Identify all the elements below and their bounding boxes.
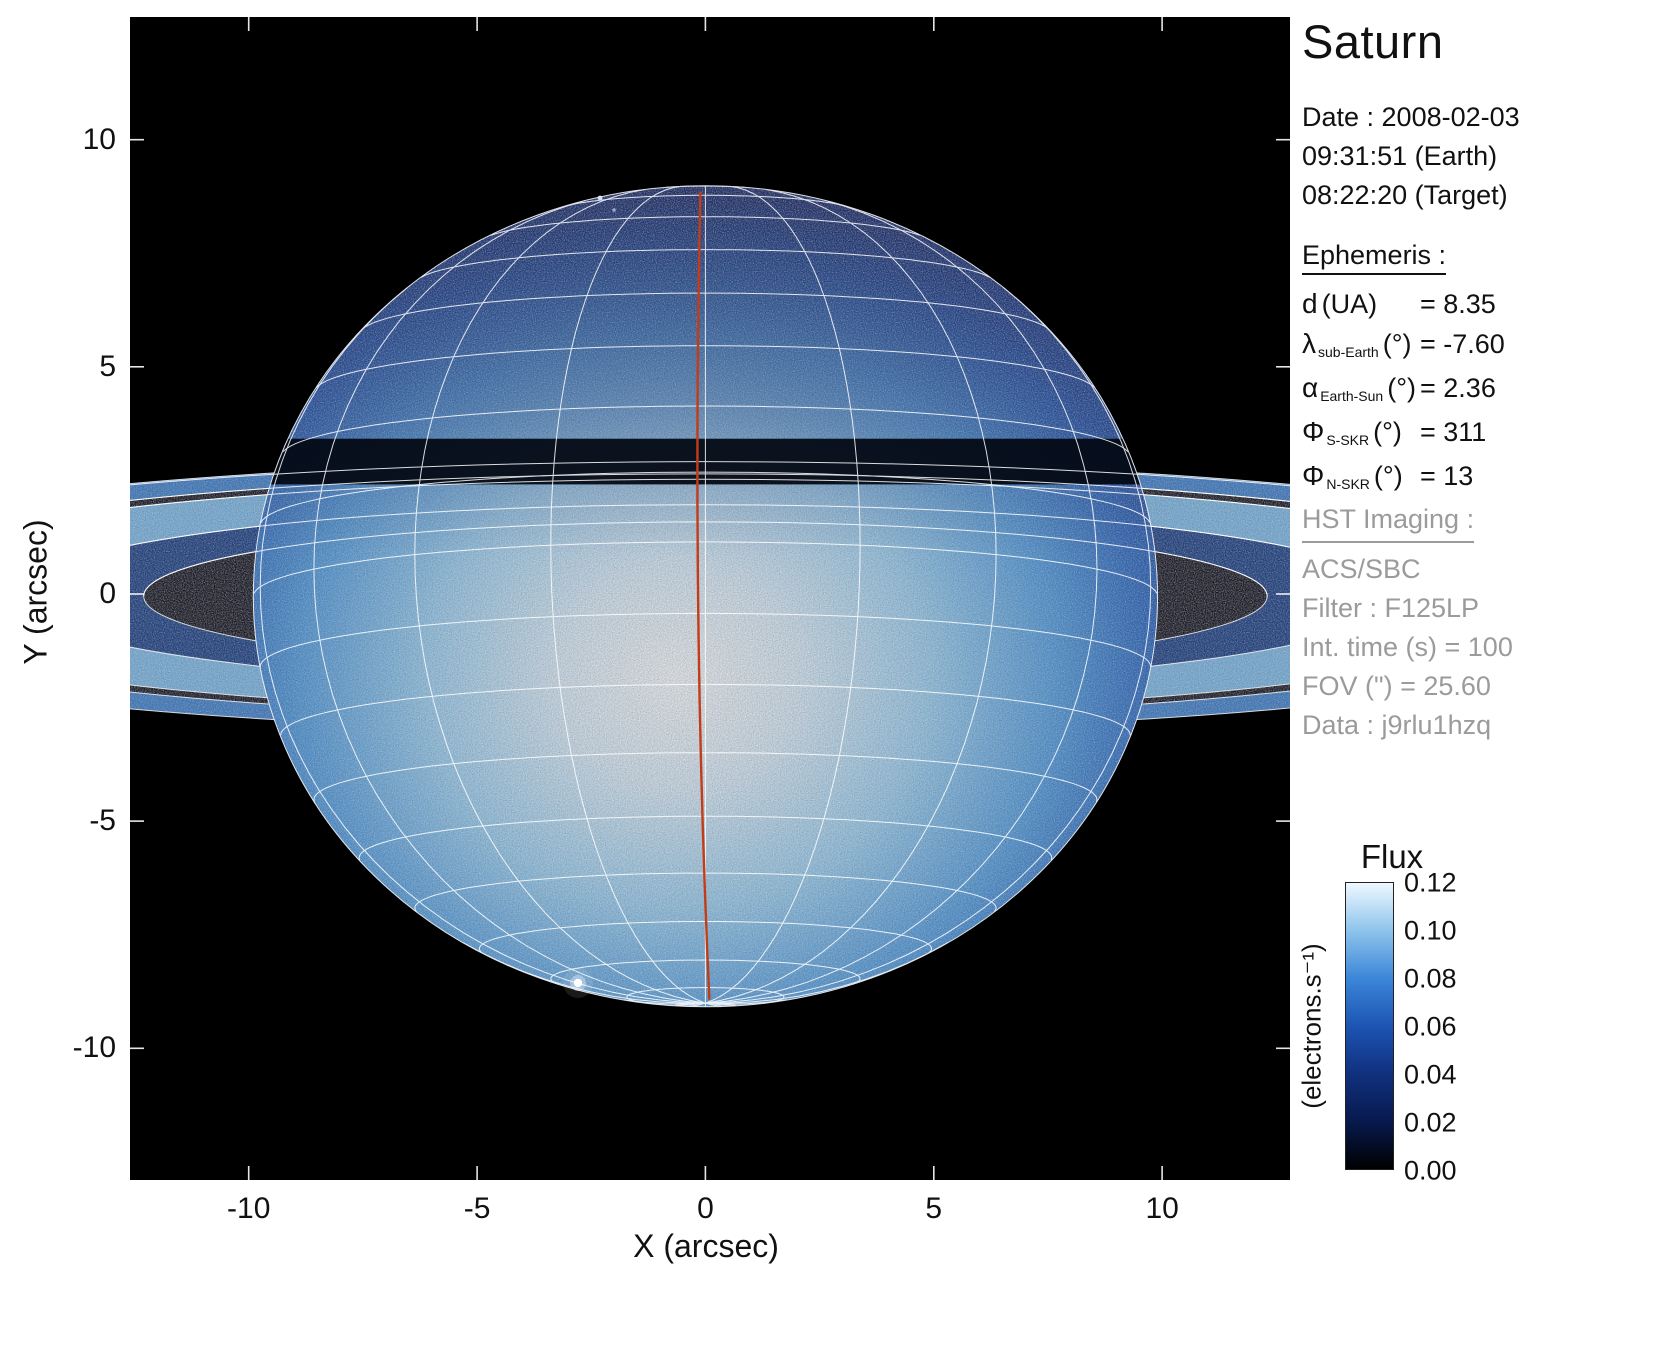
- colorbar-unit-label: (electrons.s⁻¹): [1296, 943, 1327, 1109]
- x-tick-label: 5: [925, 1192, 943, 1225]
- saturn-image-plot: [130, 17, 1290, 1180]
- central-meridian-line: [696, 191, 711, 1000]
- y-axis-label: Y (arcsec): [17, 519, 54, 665]
- y-tick-label: 5: [99, 349, 116, 383]
- ephemeris-rows: d (UA) = 8.35 λ sub-Earth (°) = -7.60 α Earth-Su…: [1302, 284, 1505, 500]
- ephemeris-row: α Earth-Sun (°) = 2.36: [1302, 372, 1496, 404]
- saturn-scene: [130, 17, 1290, 1180]
- colorbar-tick-label: 0.08: [1404, 963, 1457, 994]
- x-tick-label: -5: [463, 1192, 491, 1225]
- colorbar-tick-label: 0.02: [1404, 1107, 1457, 1138]
- colorbar-tick-label: 0.12: [1404, 867, 1457, 898]
- ephemeris-heading: Ephemeris :: [1302, 240, 1447, 275]
- date-line: Date : 2008-02-03: [1302, 102, 1520, 132]
- ephemeris-row: λ sub-Earth (°) = -7.60: [1302, 328, 1505, 360]
- ephemeris-row: Φ N-SKR (°) = 13: [1302, 460, 1474, 492]
- y-tick-label: 10: [82, 122, 116, 156]
- star-spot: [563, 968, 593, 998]
- hst-imaging-line: FOV (") = 25.60: [1302, 671, 1491, 701]
- figure-title: Saturn: [1302, 15, 1444, 68]
- wireframe-grid: [130, 185, 1290, 1008]
- colorbar-tick-label: 0.04: [1404, 1059, 1457, 1090]
- hst-imaging-line: Filter : F125LP: [1302, 593, 1480, 623]
- colorbar-title: Flux: [1360, 838, 1424, 875]
- ephemeris-row: d (UA) = 8.35: [1302, 288, 1496, 319]
- x-axis-label: X (arcsec): [633, 1228, 779, 1264]
- ephemeris-row: Φ S-SKR (°) = 311: [1302, 416, 1487, 448]
- datetime-block: Date : 2008-02-03 09:31:51 (Earth) 08:22…: [1302, 98, 1520, 215]
- colorbar-tick-label: 0.00: [1404, 1155, 1457, 1186]
- x-tick-label: 0: [697, 1192, 714, 1225]
- colorbar-tick-label: 0.10: [1404, 915, 1457, 946]
- y-tick-label: -10: [72, 1031, 116, 1065]
- ephemeris-section: Ephemeris : d (UA) = 8.35 λ sub-Earth (°) = -7…: [1302, 240, 1505, 500]
- hst-imaging-line: ACS/SBC: [1302, 554, 1421, 584]
- axis-tick-marks: [130, 17, 1290, 1180]
- y-tick-label: -5: [89, 804, 116, 838]
- colorbar-gradient: [1345, 882, 1394, 1170]
- hst-imaging-heading: HST Imaging :: [1302, 500, 1475, 543]
- target-time-line: 08:22:20 (Target): [1302, 180, 1508, 210]
- x-tick-label: 10: [1145, 1192, 1179, 1225]
- small-stars: [597, 195, 616, 212]
- colorbar-tick-label: 0.06: [1404, 1011, 1457, 1042]
- hst-imaging-lines: ACS/SBC Filter : F125LP Int. time (s) = 10…: [1302, 550, 1513, 745]
- y-tick-label: 0: [99, 576, 116, 610]
- hst-imaging-line: Data : j9rlu1hzq: [1302, 710, 1492, 740]
- x-tick-label: -10: [227, 1192, 271, 1225]
- hst-imaging-line: Int. time (s) = 100: [1302, 632, 1513, 662]
- hst-imaging-section: HST Imaging : ACS/SBC Filter : F125LP Int.…: [1302, 500, 1513, 745]
- earth-time-line: 09:31:51 (Earth): [1302, 141, 1498, 171]
